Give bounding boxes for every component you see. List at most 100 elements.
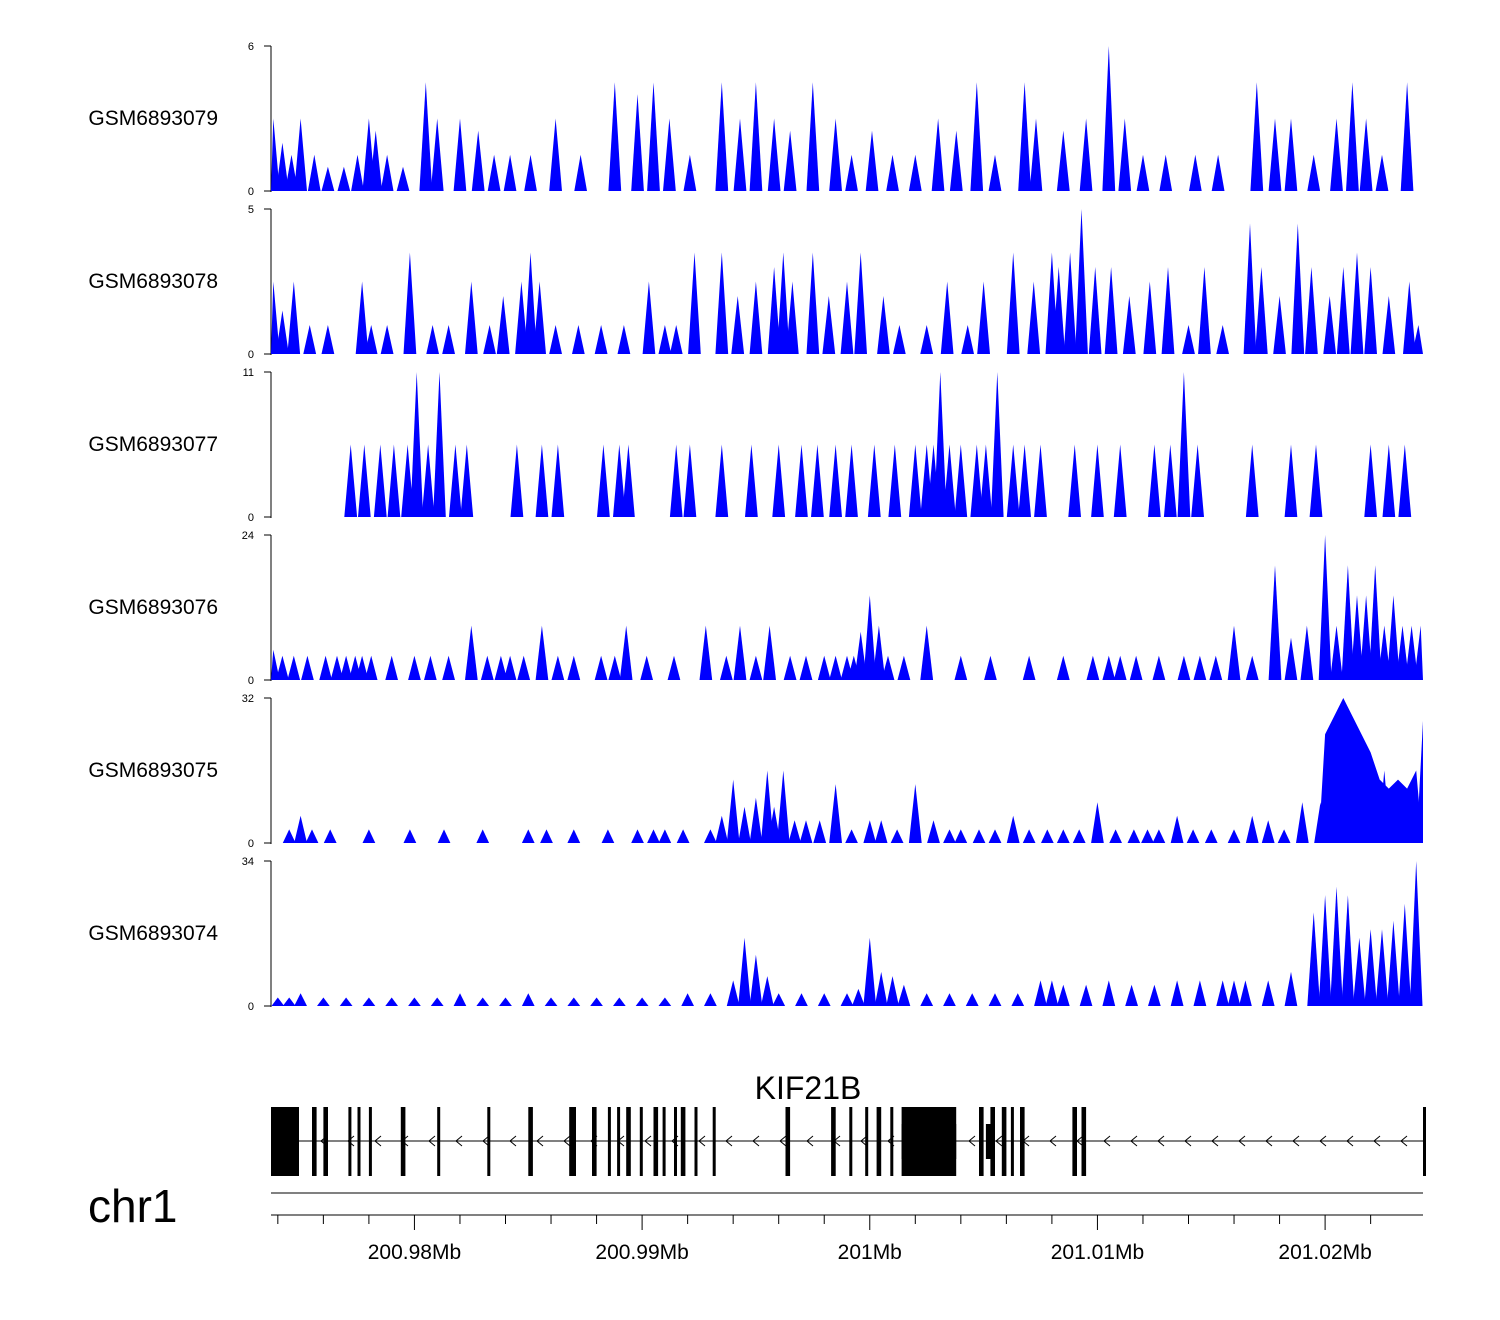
signal-peak [503, 154, 517, 191]
signal-peak [540, 829, 553, 843]
strand-arrow [752, 1135, 760, 1147]
signal-peak [658, 829, 672, 843]
signal-peak [551, 444, 565, 517]
signal-peak [669, 325, 683, 354]
signal-peak [1398, 444, 1412, 517]
signal-peak [337, 166, 351, 191]
signal-peak [496, 296, 510, 354]
signal-peak [410, 372, 424, 517]
strand-arrow [536, 1135, 544, 1147]
signal-peak [465, 281, 478, 354]
signal-peak [920, 625, 934, 680]
signal-peak [1359, 595, 1373, 680]
signal-peak [1143, 281, 1157, 354]
exon-block [400, 1107, 406, 1176]
signal-peak [845, 154, 858, 191]
signal-peak [433, 372, 446, 517]
signal-peak [1216, 980, 1229, 1006]
signal-peak [1170, 815, 1184, 843]
signal-peak [271, 118, 280, 191]
signal-peak [1006, 444, 1020, 517]
signal-peak [421, 444, 435, 517]
signal-peak [863, 595, 877, 680]
signal-peak [480, 655, 494, 680]
signal-peak [276, 655, 289, 680]
signal-peak [863, 937, 877, 1006]
signal-peak [970, 82, 984, 191]
signal-peak [430, 997, 444, 1006]
signal-peak [874, 971, 888, 1006]
signal-peak [977, 281, 990, 354]
signal-peak [287, 281, 301, 354]
signal-peak [799, 655, 813, 680]
signal-peak [667, 655, 681, 680]
signal-peak [294, 815, 307, 843]
track-label: GSM6893075 [88, 759, 218, 782]
signal-peak [1182, 325, 1195, 354]
signal-peak [1029, 118, 1043, 191]
signal-peak [749, 655, 763, 680]
signal-peak [1027, 281, 1041, 354]
signal-peak [642, 281, 656, 354]
signal-peak [783, 130, 797, 191]
signal-peak [897, 655, 911, 680]
signal-peak [943, 993, 956, 1006]
signal-peak [271, 649, 280, 680]
signal-peak [970, 444, 984, 517]
signal-peak [934, 372, 947, 517]
signal-peak [1382, 444, 1396, 517]
signal-peak [1193, 655, 1207, 680]
signal-peak [408, 997, 421, 1006]
signal-peak [840, 993, 854, 1006]
signal-peak [1109, 829, 1122, 843]
strand-arrow [1211, 1135, 1219, 1147]
signal-peak [521, 993, 535, 1006]
signal-peak [1211, 154, 1225, 191]
signal-peak [1330, 118, 1343, 191]
signal-peak [351, 154, 364, 191]
signal-peak [271, 997, 285, 1006]
signal-peak [822, 296, 836, 354]
y-tick-label-max: 11 [243, 367, 254, 379]
signal-peak [1364, 929, 1377, 1006]
exon-block [979, 1107, 984, 1176]
signal-peak [567, 829, 581, 843]
signal-peak [1148, 984, 1161, 1006]
signal-peak [772, 444, 786, 517]
track-GSM6893079: GSM6893079 6 0 [88, 41, 1414, 198]
strand-arrow [1400, 1135, 1408, 1147]
signal-peak [1068, 444, 1081, 517]
signal-peak [285, 154, 298, 191]
track-label: GSM6893077 [88, 433, 218, 456]
signal-peak [1400, 82, 1414, 191]
signal-peak [927, 820, 940, 843]
signal-peak [988, 154, 1002, 191]
exon-block [323, 1107, 328, 1176]
signal-peak [380, 325, 394, 354]
signal-peak [760, 976, 774, 1006]
signal-peak [549, 325, 562, 354]
signal-peak [590, 997, 603, 1006]
signal-peak [567, 655, 581, 680]
track-label: GSM6893078 [88, 270, 218, 293]
signal-peak [763, 625, 776, 680]
signal-peak [319, 655, 332, 680]
strand-arrow [644, 1135, 652, 1147]
signal-peak [1163, 444, 1177, 517]
exon-block [876, 1107, 882, 1176]
strand-arrow [1103, 1135, 1111, 1147]
signal-peak [783, 655, 797, 680]
signal-peak [1018, 82, 1031, 191]
exon-block [680, 1107, 686, 1176]
track-GSM6893077: GSM6893077 11 0 [88, 367, 1412, 524]
strand-arrow [1292, 1135, 1300, 1147]
signal-peak [1364, 267, 1377, 354]
signal-peak [549, 118, 562, 191]
signal-peak [1161, 267, 1175, 354]
signal-peak [1113, 655, 1127, 680]
signal-peak [1396, 625, 1409, 680]
signal-peak [1341, 895, 1355, 1006]
signal-peak [1284, 444, 1298, 517]
strand-arrow [1157, 1135, 1165, 1147]
strand-arrow [725, 1135, 733, 1147]
